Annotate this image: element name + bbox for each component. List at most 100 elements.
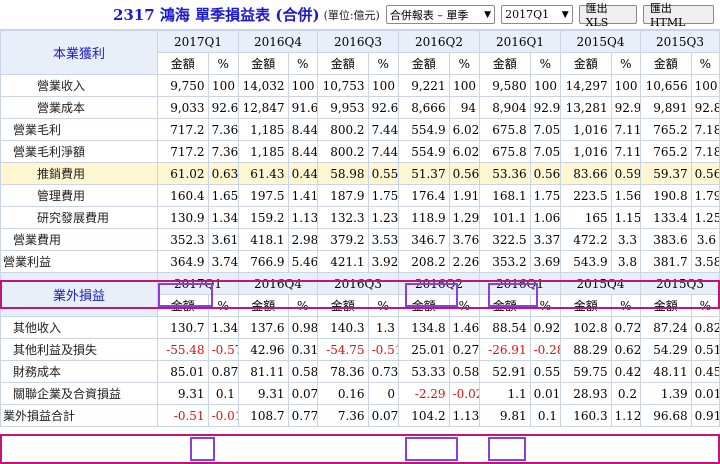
table-cell: 96.68: [639, 404, 692, 427]
table-cell: 0: [367, 382, 399, 405]
toolbar: 2317 鴻海 單季損益表 (合併) (單位:億元) 合併報表 – 單季 ▼ 2…: [0, 0, 720, 30]
table-cell: 7.05: [529, 118, 561, 141]
table-cell: 7.36: [207, 140, 239, 163]
table-cell: 7.05: [529, 140, 561, 163]
table-cell: 0.42: [610, 360, 641, 383]
amount-header: 金額: [237, 52, 289, 75]
table-cell: 0.58: [287, 360, 318, 383]
table-cell: 53.36: [478, 162, 531, 185]
table-cell: 0.58: [448, 360, 480, 383]
table-cell: 0.56: [529, 162, 561, 185]
table-cell: 800.2: [316, 140, 369, 163]
highlight-box: [488, 437, 526, 461]
section-title: 業外損益: [0, 272, 158, 317]
table-cell: 9.31: [156, 382, 209, 405]
table-cell: 176.4: [397, 184, 450, 207]
period-header: 2016Q3: [316, 272, 399, 295]
table-cell: 102.8: [559, 316, 612, 339]
table-cell: 25.01: [397, 338, 450, 361]
row-label: 推銷費用: [0, 162, 158, 185]
amount-header: 金額: [478, 52, 531, 75]
table-cell: 7.11: [610, 118, 641, 141]
table-cell: 0.07: [287, 382, 318, 405]
row-label: 業外損益合計: [0, 404, 158, 427]
table-cell: 765.2: [639, 140, 692, 163]
table-cell: 6.02: [448, 140, 480, 163]
table-cell: 0.56: [690, 162, 720, 185]
table-cell: 3.3: [610, 228, 641, 251]
amount-header: 金額: [156, 294, 209, 317]
table-cell: 5.46: [287, 250, 318, 273]
income-statement-table: 本業獲利 2017Q1 2016Q4 2016Q3 2016Q2 2016Q1 2015Q4…: [0, 30, 720, 427]
table-cell: 1.65: [207, 184, 239, 207]
table-cell: 3.53: [367, 228, 399, 251]
table-cell: 322.5: [478, 228, 531, 251]
table-cell: 0.98: [287, 316, 318, 339]
table-cell: 58.98: [316, 162, 369, 185]
table-cell: -0.57: [207, 338, 239, 361]
amount-header: 金額: [559, 294, 612, 317]
table-cell: 130.7: [156, 316, 209, 339]
table-cell: 187.9: [316, 184, 369, 207]
table-cell: 8.44: [287, 118, 318, 141]
period-header: 2017Q1: [156, 30, 239, 53]
row-label: 研究發展費用: [0, 206, 158, 229]
table-row: 財務成本 85.01 0.87 81.11 0.58 78.36 0.73 53.33 0.58…: [0, 360, 720, 383]
table-cell: 543.9: [559, 250, 612, 273]
column-subheader-row: 金額% 金額% 金額% 金額% 金額% 金額% 金額%: [1, 52, 720, 75]
period-header: 2016Q2: [397, 30, 480, 53]
highlight-box: [405, 437, 458, 461]
table-cell: 208.2: [397, 250, 450, 273]
table-cell: 61.43: [237, 162, 289, 185]
period-header: 2016Q1: [478, 30, 561, 53]
table-cell: 1,185: [237, 118, 289, 141]
table-cell: 0.72: [610, 316, 641, 339]
table-cell: 6.02: [448, 118, 480, 141]
table-cell: 383.6: [639, 228, 692, 251]
period-header: 2015Q4: [559, 272, 641, 295]
export-xls-button[interactable]: 匯出XLS: [578, 2, 637, 29]
table-cell: 92.6: [367, 96, 399, 119]
table-cell: 7.36: [316, 404, 369, 427]
pct-header: %: [367, 52, 399, 75]
highlight-box: [190, 437, 215, 461]
table-cell: 0.45: [690, 360, 720, 383]
table-cell: 3.37: [529, 228, 561, 251]
table-cell: 1.56: [610, 184, 641, 207]
table-cell: 0.16: [316, 382, 369, 405]
table-cell: 13,281: [559, 96, 612, 119]
table-cell: 352.3: [156, 228, 209, 251]
unit-label: (單位:億元): [323, 8, 380, 22]
table-cell: 7.36: [207, 118, 239, 141]
table-cell: 0.56: [448, 162, 480, 185]
table-cell: 1.75: [367, 184, 399, 207]
section-title: 本業獲利: [0, 30, 158, 75]
row-label: 財務成本: [0, 360, 158, 383]
table-cell: 101.1: [478, 206, 531, 229]
period-header: 2015Q3: [639, 272, 720, 295]
table-cell: 1.91: [448, 184, 480, 207]
table-cell: 100: [448, 74, 480, 97]
period-header: 2015Q3: [639, 30, 720, 53]
table-cell: 0.1: [207, 382, 239, 405]
table-cell: 160.3: [559, 404, 612, 427]
table-cell: 9,953: [316, 96, 369, 119]
table-cell: 364.9: [156, 250, 209, 273]
period-header: 2016Q4: [237, 272, 318, 295]
table-cell: 0.92: [529, 316, 561, 339]
pct-header: %: [207, 294, 239, 317]
table-cell: 0.44: [287, 162, 318, 185]
table-cell: 81.11: [237, 360, 289, 383]
table-cell: 52.91: [478, 360, 531, 383]
table-cell: -0.51: [367, 338, 399, 361]
table-cell: 14,297: [559, 74, 612, 97]
table-cell: 3.92: [367, 250, 399, 273]
table-cell: 54.29: [639, 338, 692, 361]
export-html-button[interactable]: 匯出HTML: [642, 2, 714, 29]
period-select[interactable]: 2017Q1 ▼: [501, 5, 573, 24]
pct-header: %: [610, 52, 641, 75]
table-cell: 133.4: [639, 206, 692, 229]
report-type-select[interactable]: 合併報表 – 單季 ▼: [385, 5, 496, 24]
pct-header: %: [529, 52, 561, 75]
table-cell: 159.2: [237, 206, 289, 229]
